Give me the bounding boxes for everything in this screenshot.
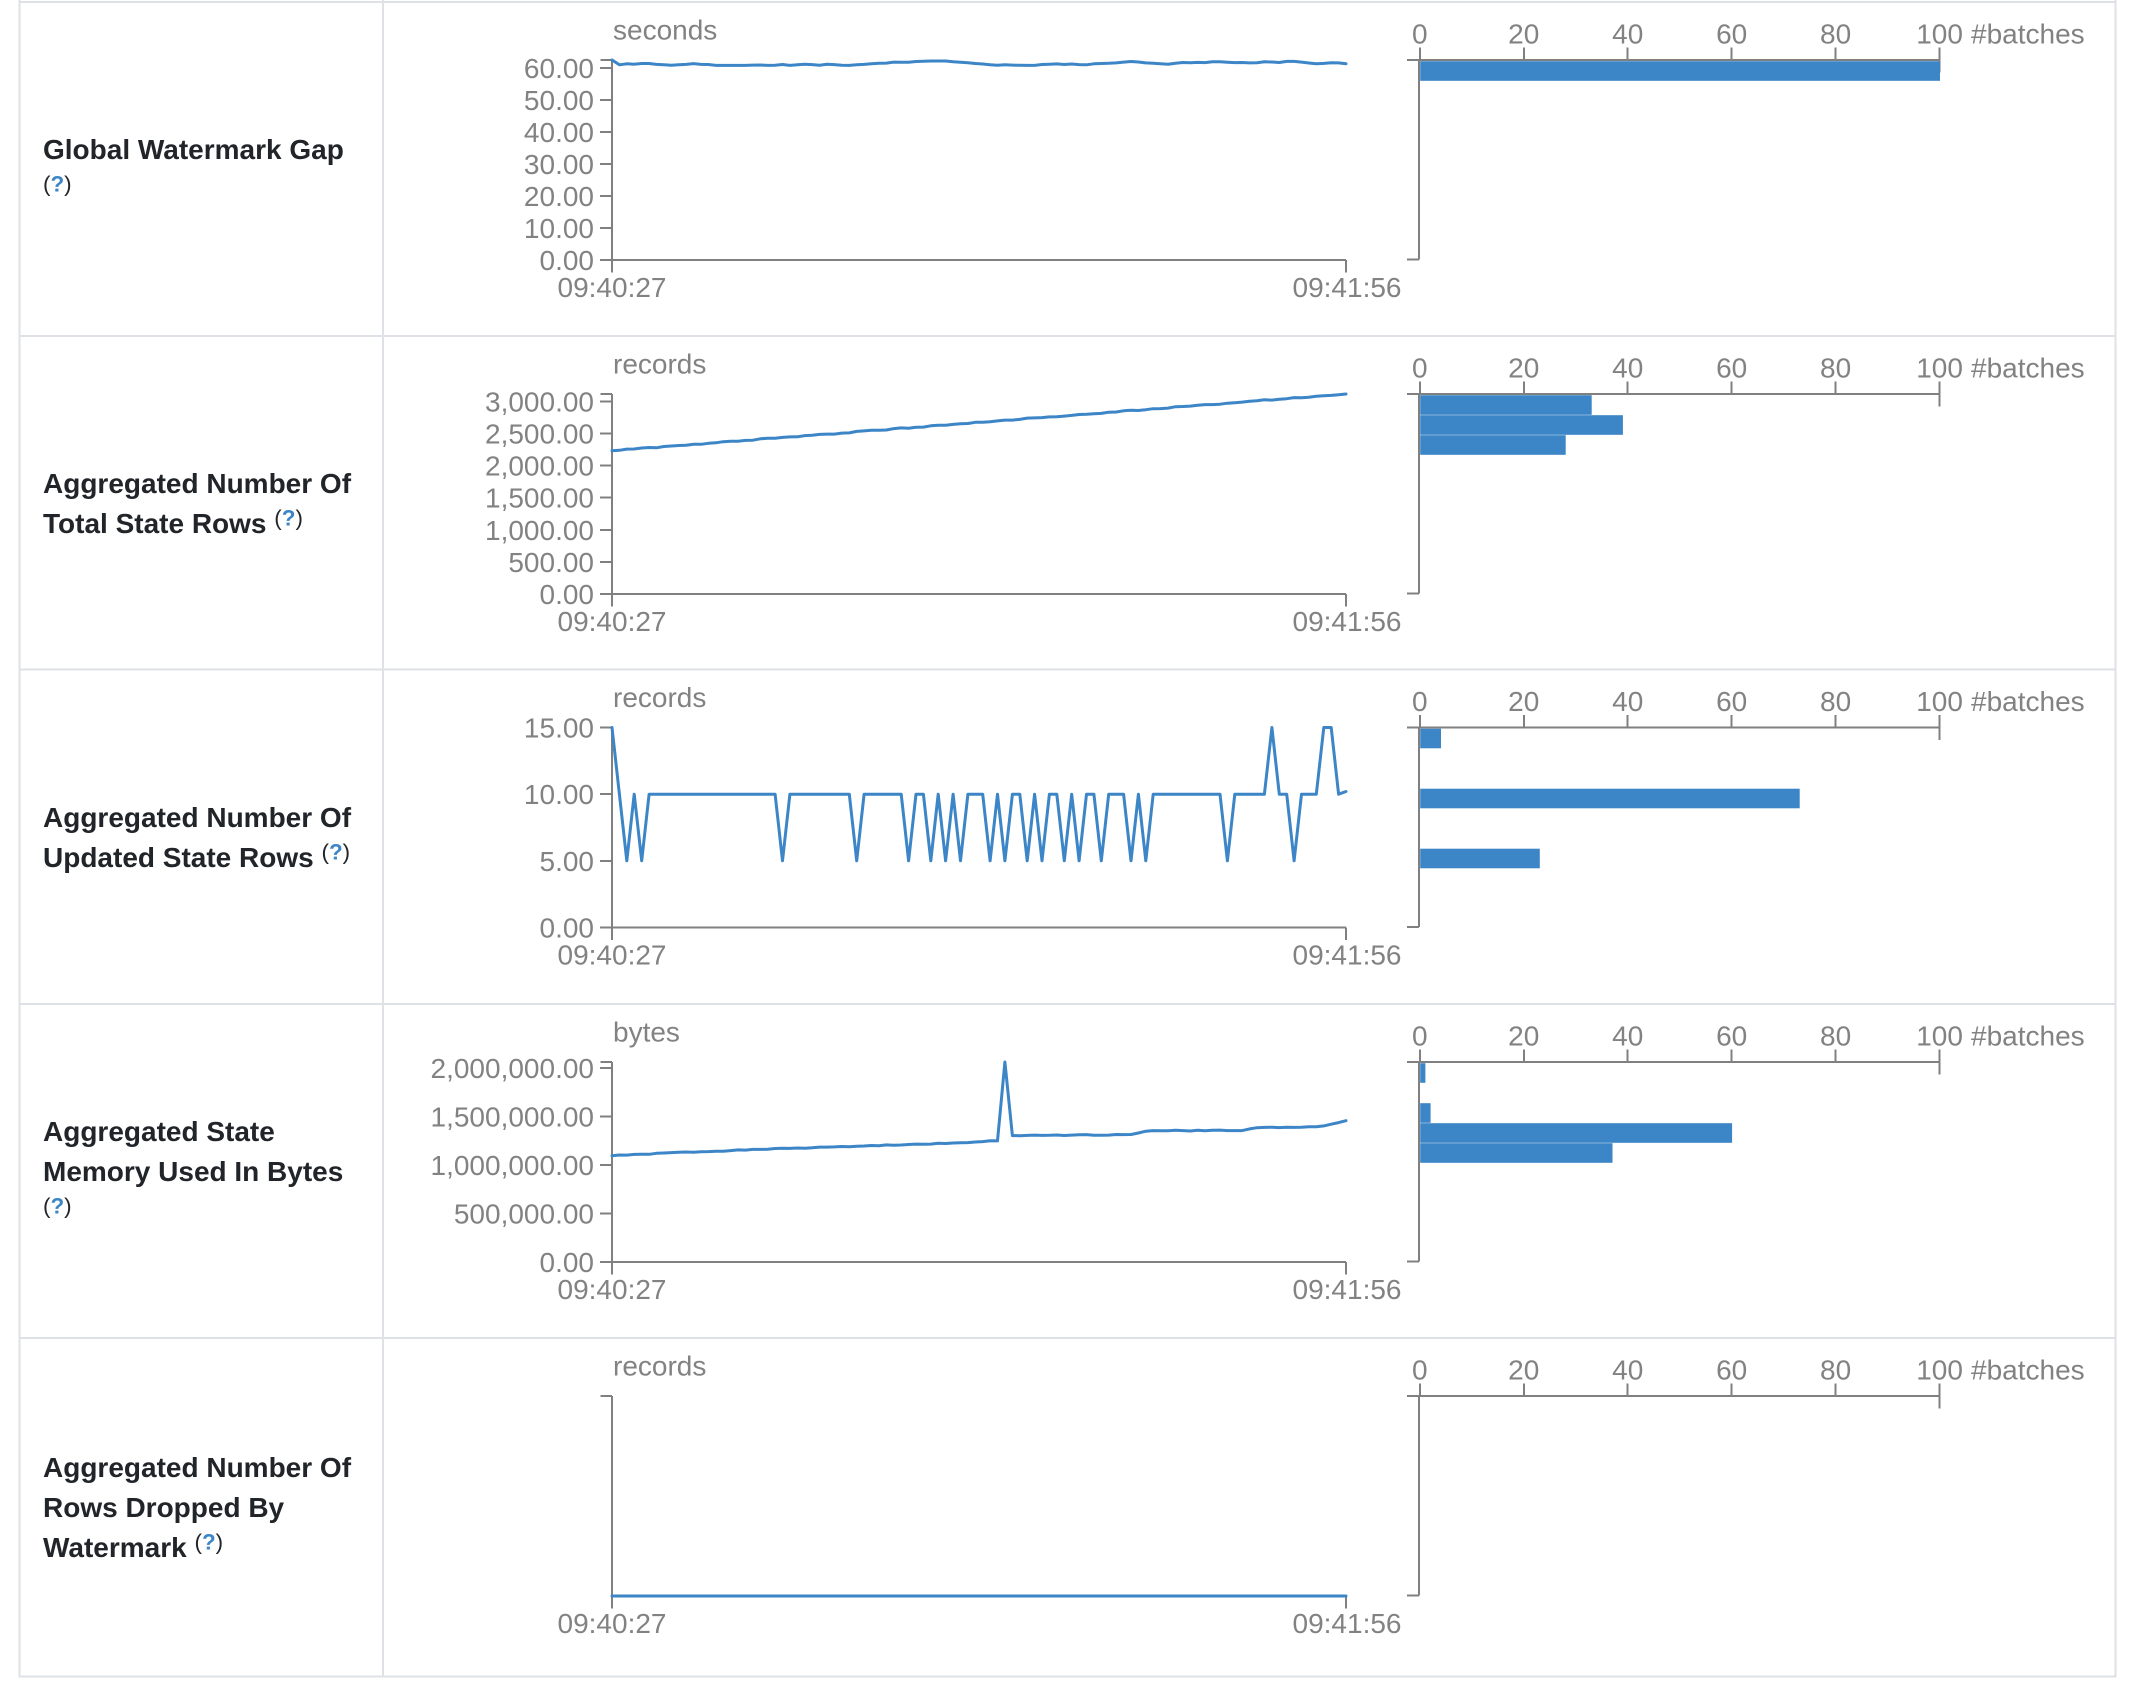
svg-text:1,500,000.00: 1,500,000.00 xyxy=(431,1101,595,1132)
svg-text:80: 80 xyxy=(1820,19,1851,50)
svg-text:60: 60 xyxy=(1716,353,1747,384)
svg-text:40.00: 40.00 xyxy=(524,117,594,148)
svg-text:seconds: seconds xyxy=(613,15,717,46)
svg-text:80: 80 xyxy=(1820,1021,1851,1052)
svg-text:60: 60 xyxy=(1716,19,1747,50)
svg-text:0: 0 xyxy=(1412,686,1428,717)
svg-text:2,000,000.00: 2,000,000.00 xyxy=(431,1053,595,1084)
svg-text:20: 20 xyxy=(1508,19,1539,50)
svg-text:records: records xyxy=(613,682,706,713)
svg-text:0.00: 0.00 xyxy=(540,913,595,944)
svg-text:15.00: 15.00 xyxy=(524,713,594,744)
svg-text:20.00: 20.00 xyxy=(524,181,594,212)
svg-text:0.00: 0.00 xyxy=(540,579,595,610)
svg-text:10.00: 10.00 xyxy=(524,213,594,244)
svg-text:Aggregated State: Aggregated State xyxy=(43,1116,275,1147)
svg-text:Updated State Rows (?): Updated State Rows (?) xyxy=(43,839,350,873)
svg-text:100: 100 xyxy=(1916,353,1963,384)
svg-text:09:41:56: 09:41:56 xyxy=(1293,1274,1402,1305)
svg-text:#batches: #batches xyxy=(1971,1021,2085,1052)
svg-text:50.00: 50.00 xyxy=(524,85,594,116)
svg-text:bytes: bytes xyxy=(613,1017,680,1048)
svg-text:09:40:27: 09:40:27 xyxy=(558,272,667,303)
svg-text:09:41:56: 09:41:56 xyxy=(1293,272,1402,303)
svg-text:2,000.00: 2,000.00 xyxy=(485,451,594,482)
svg-text:Aggregated Number Of: Aggregated Number Of xyxy=(43,1452,352,1483)
svg-text:100: 100 xyxy=(1916,1021,1963,1052)
svg-text:0.00: 0.00 xyxy=(540,245,595,276)
svg-text:100: 100 xyxy=(1916,1355,1963,1386)
svg-text:Aggregated Number Of: Aggregated Number Of xyxy=(43,468,352,499)
svg-text:40: 40 xyxy=(1612,1021,1643,1052)
svg-text:09:41:56: 09:41:56 xyxy=(1293,940,1402,971)
svg-text:40: 40 xyxy=(1612,1355,1643,1386)
svg-text:Memory Used In Bytes: Memory Used In Bytes xyxy=(43,1156,343,1187)
svg-text:#batches: #batches xyxy=(1971,686,2085,717)
svg-text:3,000.00: 3,000.00 xyxy=(485,386,594,417)
svg-text:09:40:27: 09:40:27 xyxy=(558,606,667,637)
svg-text:40: 40 xyxy=(1612,19,1643,50)
svg-text:(?): (?) xyxy=(43,172,72,197)
svg-text:20: 20 xyxy=(1508,1021,1539,1052)
svg-text:Aggregated Number Of: Aggregated Number Of xyxy=(43,802,352,833)
svg-text:09:41:56: 09:41:56 xyxy=(1293,606,1402,637)
svg-text:09:40:27: 09:40:27 xyxy=(558,1608,667,1639)
svg-text:60: 60 xyxy=(1716,1355,1747,1386)
svg-text:5.00: 5.00 xyxy=(540,846,595,877)
svg-text:#batches: #batches xyxy=(1971,19,2085,50)
svg-text:1,000,000.00: 1,000,000.00 xyxy=(431,1150,595,1181)
svg-text:09:40:27: 09:40:27 xyxy=(558,940,667,971)
svg-text:30.00: 30.00 xyxy=(524,149,594,180)
svg-text:records: records xyxy=(613,349,706,380)
svg-text:100: 100 xyxy=(1916,19,1963,50)
svg-text:#batches: #batches xyxy=(1971,353,2085,384)
svg-text:100: 100 xyxy=(1916,686,1963,717)
svg-text:(?): (?) xyxy=(43,1194,72,1219)
svg-text:500.00: 500.00 xyxy=(508,547,594,578)
svg-text:80: 80 xyxy=(1820,353,1851,384)
svg-text:20: 20 xyxy=(1508,1355,1539,1386)
svg-text:60: 60 xyxy=(1716,1021,1747,1052)
svg-text:#batches: #batches xyxy=(1971,1355,2085,1386)
svg-text:80: 80 xyxy=(1820,686,1851,717)
svg-text:0: 0 xyxy=(1412,353,1428,384)
svg-text:20: 20 xyxy=(1508,353,1539,384)
svg-text:80: 80 xyxy=(1820,1355,1851,1386)
svg-text:60.00: 60.00 xyxy=(524,53,594,84)
svg-text:500,000.00: 500,000.00 xyxy=(454,1198,594,1229)
svg-text:0.00: 0.00 xyxy=(540,1247,595,1278)
svg-text:09:41:56: 09:41:56 xyxy=(1293,1608,1402,1639)
svg-text:40: 40 xyxy=(1612,353,1643,384)
svg-text:1,500.00: 1,500.00 xyxy=(485,483,594,514)
svg-text:2,500.00: 2,500.00 xyxy=(485,418,594,449)
svg-text:Total State Rows (?): Total State Rows (?) xyxy=(43,505,303,539)
svg-text:10.00: 10.00 xyxy=(524,779,594,810)
svg-text:09:40:27: 09:40:27 xyxy=(558,1274,667,1305)
svg-text:0: 0 xyxy=(1412,1021,1428,1052)
svg-text:40: 40 xyxy=(1612,686,1643,717)
svg-text:20: 20 xyxy=(1508,686,1539,717)
svg-text:Rows Dropped By: Rows Dropped By xyxy=(43,1492,285,1523)
svg-text:60: 60 xyxy=(1716,686,1747,717)
svg-text:records: records xyxy=(613,1351,706,1382)
svg-text:0: 0 xyxy=(1412,1355,1428,1386)
svg-text:1,000.00: 1,000.00 xyxy=(485,515,594,546)
svg-text:Global Watermark Gap: Global Watermark Gap xyxy=(43,134,344,165)
svg-text:Watermark (?): Watermark (?) xyxy=(43,1530,223,1564)
svg-text:0: 0 xyxy=(1412,19,1428,50)
